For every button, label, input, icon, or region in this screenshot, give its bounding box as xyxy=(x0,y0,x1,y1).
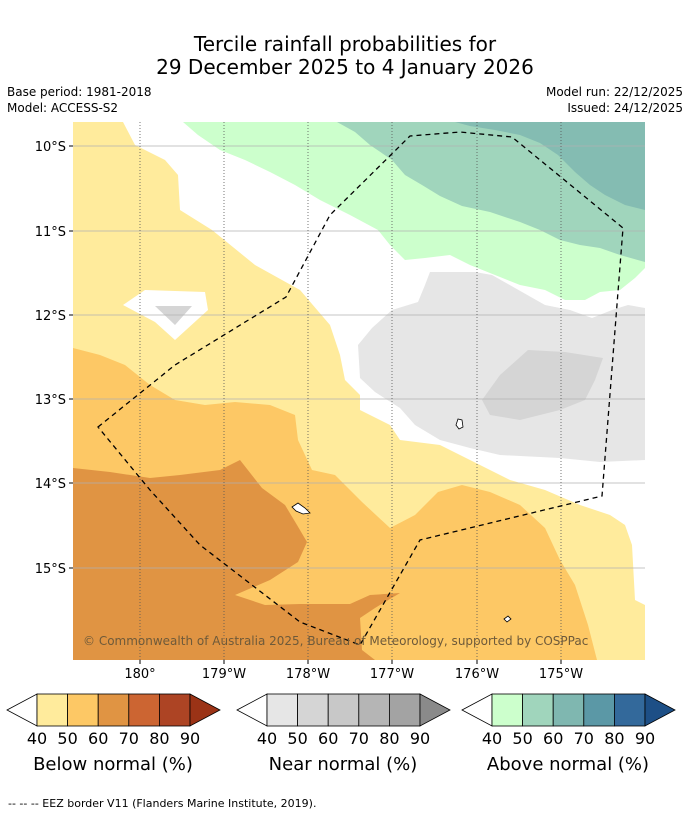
base-period: Base period: 1981-2018 xyxy=(7,85,152,99)
legend-swatch xyxy=(327,693,360,727)
legend-tick-label: 60 xyxy=(318,729,338,748)
legend-near-normal: 40 50 60 70 80 90 Near normal (%) xyxy=(236,693,451,775)
legend-below-normal: 40 50 60 70 80 90 Below normal (%) xyxy=(6,693,221,775)
lon-label: 177°W xyxy=(370,667,414,682)
eez-footnote: -- -- -- EEZ border V11 (Flanders Marine… xyxy=(8,797,317,810)
legend-swatch xyxy=(36,693,69,727)
legend-above-title: Above normal (%) xyxy=(487,754,649,775)
legend-above-normal: 40 50 60 70 80 90 Above normal (%) xyxy=(461,693,676,775)
legend-tick-label: 90 xyxy=(180,729,200,748)
lat-label: 12°S xyxy=(35,309,66,324)
legend-swatch xyxy=(97,693,130,727)
legend-tick-label: 90 xyxy=(635,729,655,748)
legend-tick-label: 80 xyxy=(379,729,399,748)
legend-swatch xyxy=(158,693,191,727)
eez-border xyxy=(97,131,624,646)
legend-near-title: Near normal (%) xyxy=(269,754,418,775)
below-normal-60-region xyxy=(73,460,400,660)
lon-label: 176°W xyxy=(455,667,499,682)
map-fill-layer xyxy=(73,122,645,660)
legend-tick-label: 40 xyxy=(482,729,502,748)
model-name: Model: ACCESS-S2 xyxy=(7,101,119,115)
legend-swatch xyxy=(491,693,524,727)
lon-label: 179°W xyxy=(202,667,246,682)
near-normal-40-region xyxy=(358,272,645,462)
lat-label: 10°S xyxy=(35,140,66,155)
legend-tick-label: 80 xyxy=(604,729,624,748)
legend-swatch xyxy=(552,693,585,727)
title-line-1: Tercile rainfall probabilities for xyxy=(193,32,497,56)
lat-label: 15°S xyxy=(35,562,66,577)
copyright-text: © Commonwealth of Australia 2025, Bureau… xyxy=(83,634,588,648)
legend-swatch xyxy=(128,693,160,727)
legend-arrow-high xyxy=(419,693,451,727)
legend-tick-label: 50 xyxy=(287,729,307,748)
lon-label: 178°W xyxy=(286,667,330,682)
legend-tick-label: 40 xyxy=(27,729,47,748)
lat-label: 14°S xyxy=(35,477,66,492)
legend-tick-label: 50 xyxy=(512,729,532,748)
legend-tick-label: 80 xyxy=(149,729,169,748)
legend-swatch xyxy=(67,693,99,727)
model-run: Model run: 22/12/2025 xyxy=(545,85,683,99)
legend-swatch xyxy=(297,693,329,727)
lat-label: 13°S xyxy=(35,393,66,408)
legend-swatch xyxy=(614,693,646,727)
legend-swatch xyxy=(358,693,390,727)
legend-arrow-low xyxy=(236,693,268,727)
above-normal-60-region xyxy=(455,122,645,210)
near-normal-50-region xyxy=(482,350,603,420)
legend-tick-label: 70 xyxy=(349,729,369,748)
legend-swatch xyxy=(522,693,554,727)
issued-date: Issued: 24/12/2025 xyxy=(567,101,683,115)
axis-ticks xyxy=(69,145,562,664)
lon-label: 180° xyxy=(124,667,155,682)
near-normal-50-patch-small xyxy=(155,306,192,325)
legend-swatch xyxy=(583,693,615,727)
island-outline xyxy=(503,615,512,623)
legend-tick-label: 40 xyxy=(257,729,277,748)
title-line-2: 29 December 2025 to 4 January 2026 xyxy=(156,55,534,79)
legend-tick-label: 60 xyxy=(543,729,563,748)
island-outline xyxy=(455,418,464,430)
legend-arrow-low xyxy=(6,693,38,727)
legend-tick-label: 50 xyxy=(57,729,77,748)
legend-arrow-high xyxy=(644,693,676,727)
legend-arrow-low xyxy=(461,693,493,727)
latitude-gridlines xyxy=(73,145,645,569)
legend-arrow-high xyxy=(189,693,221,727)
legend-below-title: Below normal (%) xyxy=(33,754,193,775)
lon-label: 175°W xyxy=(539,667,583,682)
legend-tick-label: 90 xyxy=(410,729,430,748)
lat-label: 11°S xyxy=(35,225,66,240)
legend-swatch xyxy=(388,693,421,727)
legend-swatch xyxy=(266,693,299,727)
legend-tick-label: 70 xyxy=(574,729,594,748)
legend-tick-label: 70 xyxy=(119,729,139,748)
island-outline xyxy=(291,502,311,515)
legend-tick-label: 60 xyxy=(88,729,108,748)
